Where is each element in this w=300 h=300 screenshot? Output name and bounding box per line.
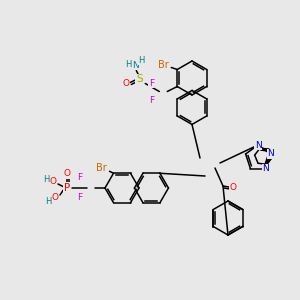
Text: N: N [255, 140, 261, 149]
Text: O: O [230, 184, 236, 193]
Text: H: H [45, 197, 51, 206]
Text: N: N [267, 149, 274, 158]
Text: Br: Br [96, 163, 107, 173]
Text: H: H [138, 56, 145, 65]
Text: H: H [43, 175, 49, 184]
Text: O: O [50, 178, 56, 187]
Text: O: O [52, 194, 58, 202]
Text: S: S [136, 74, 142, 85]
Text: O: O [64, 169, 70, 178]
Text: N: N [132, 61, 139, 70]
Text: N: N [262, 164, 269, 173]
Text: Br: Br [158, 59, 169, 70]
Text: O: O [123, 79, 130, 88]
Text: F: F [77, 194, 83, 202]
Text: F: F [149, 79, 154, 88]
Text: P: P [64, 183, 70, 193]
Text: H: H [125, 60, 131, 69]
Text: F: F [149, 96, 154, 105]
Text: F: F [77, 173, 83, 182]
